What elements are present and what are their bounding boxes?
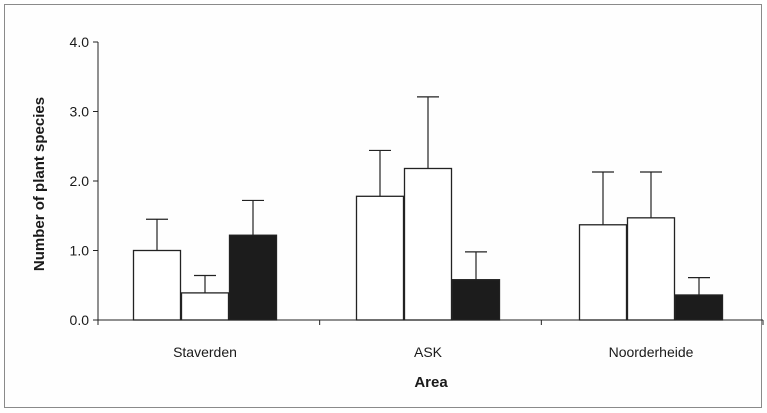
bars — [132, 96, 724, 321]
bar — [403, 167, 453, 321]
bar — [578, 224, 628, 321]
y-tick-label: 2.0 — [70, 173, 90, 189]
x-axis-title: Area — [414, 374, 448, 391]
x-axis: Staverden ASK Noorderheide — [97, 319, 764, 360]
category-label: ASK — [414, 344, 443, 360]
bar — [355, 195, 405, 321]
y-axis-title: Number of plant species — [31, 97, 48, 271]
bar — [180, 292, 230, 321]
y-tick-label: 1.0 — [70, 243, 90, 259]
y-axis: 0.0 1.0 2.0 3.0 4.0 — [70, 34, 99, 328]
bar — [451, 279, 501, 321]
category-label: Noorderheide — [609, 344, 694, 360]
bar — [626, 217, 676, 321]
y-tick-label: 0.0 — [70, 312, 90, 328]
y-tick-label: 3.0 — [70, 104, 90, 120]
bar — [228, 234, 278, 321]
y-tick-label: 4.0 — [70, 34, 90, 50]
bar — [132, 249, 182, 321]
bar — [674, 294, 724, 321]
category-label: Staverden — [173, 344, 237, 360]
